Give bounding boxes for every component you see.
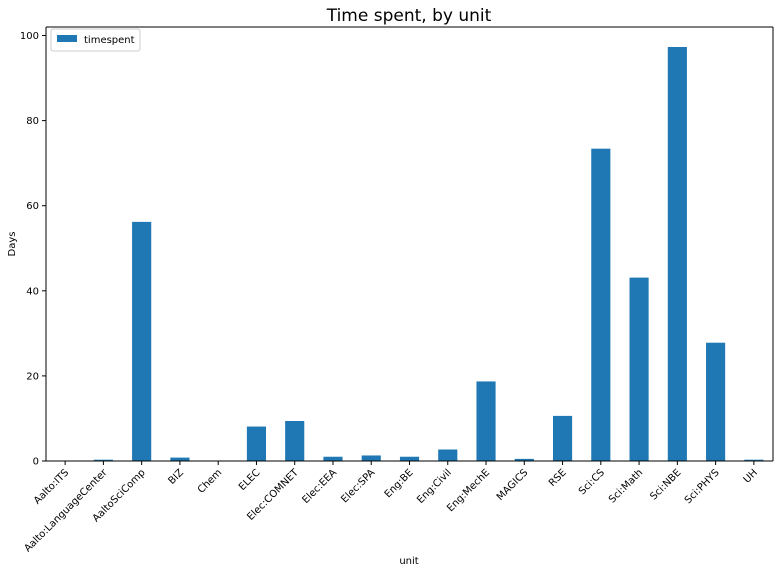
- bar-5: [246, 426, 267, 461]
- bar-17: [706, 342, 726, 461]
- bar-16: [667, 46, 687, 461]
- x-axis-title: unit: [399, 556, 418, 567]
- x-tick-label-3: BIZ: [166, 467, 186, 487]
- bar-9: [399, 456, 420, 461]
- chart-title: Time spent, by unit: [326, 6, 492, 26]
- bar-7: [323, 456, 343, 461]
- x-tick-label-15: Sci:Math: [607, 467, 645, 505]
- legend-swatch: [57, 35, 77, 42]
- bar-14: [591, 148, 611, 462]
- x-tick-label-12: MAGICS: [495, 467, 531, 503]
- bar-12: [514, 458, 534, 461]
- plot-area: 020406080100Aalto:ITSAalto:LanguageCente…: [20, 26, 774, 554]
- y-tick-label-5: 100: [20, 31, 39, 42]
- x-tick-label-9: Eng:BE: [383, 467, 416, 500]
- x-tick-label-16: Sci:NBE: [648, 467, 683, 502]
- x-tick-label-4: Chem: [196, 467, 224, 495]
- x-tick-label-0: Aalto:ITS: [32, 467, 71, 506]
- x-tick-label-7: Elec:EEA: [300, 467, 339, 506]
- x-tick-label-8: Elec:SPA: [339, 467, 377, 505]
- x-tick-label-10: Eng:Civil: [415, 467, 454, 506]
- bar-10: [438, 449, 458, 461]
- y-axis-title: Days: [7, 232, 18, 257]
- x-tick-label-5: ELEC: [237, 467, 263, 493]
- bar-2: [132, 221, 152, 461]
- bar-3: [170, 457, 190, 461]
- bar-13: [552, 415, 573, 461]
- y-tick-label-2: 40: [26, 286, 39, 297]
- legend-frame: [50, 28, 141, 52]
- bar-8: [361, 455, 381, 461]
- bar-18: [744, 459, 764, 461]
- legend: timespent: [50, 28, 141, 52]
- bar-6: [285, 421, 305, 461]
- x-tick-label-14: Sci:CS: [577, 467, 607, 497]
- bar-15: [629, 277, 649, 461]
- x-tick-label-17: Sci:PHYS: [683, 467, 722, 506]
- y-tick-label-4: 80: [26, 116, 39, 127]
- x-tick-label-13: RSE: [547, 467, 569, 489]
- bar-11: [476, 381, 496, 461]
- y-tick-label-1: 20: [26, 371, 39, 382]
- x-tick-label-18: UH: [742, 467, 760, 485]
- legend-label: timespent: [84, 35, 135, 46]
- y-tick-label-3: 60: [26, 201, 39, 212]
- bar-1: [93, 459, 113, 461]
- y-tick-label-0: 0: [33, 457, 39, 468]
